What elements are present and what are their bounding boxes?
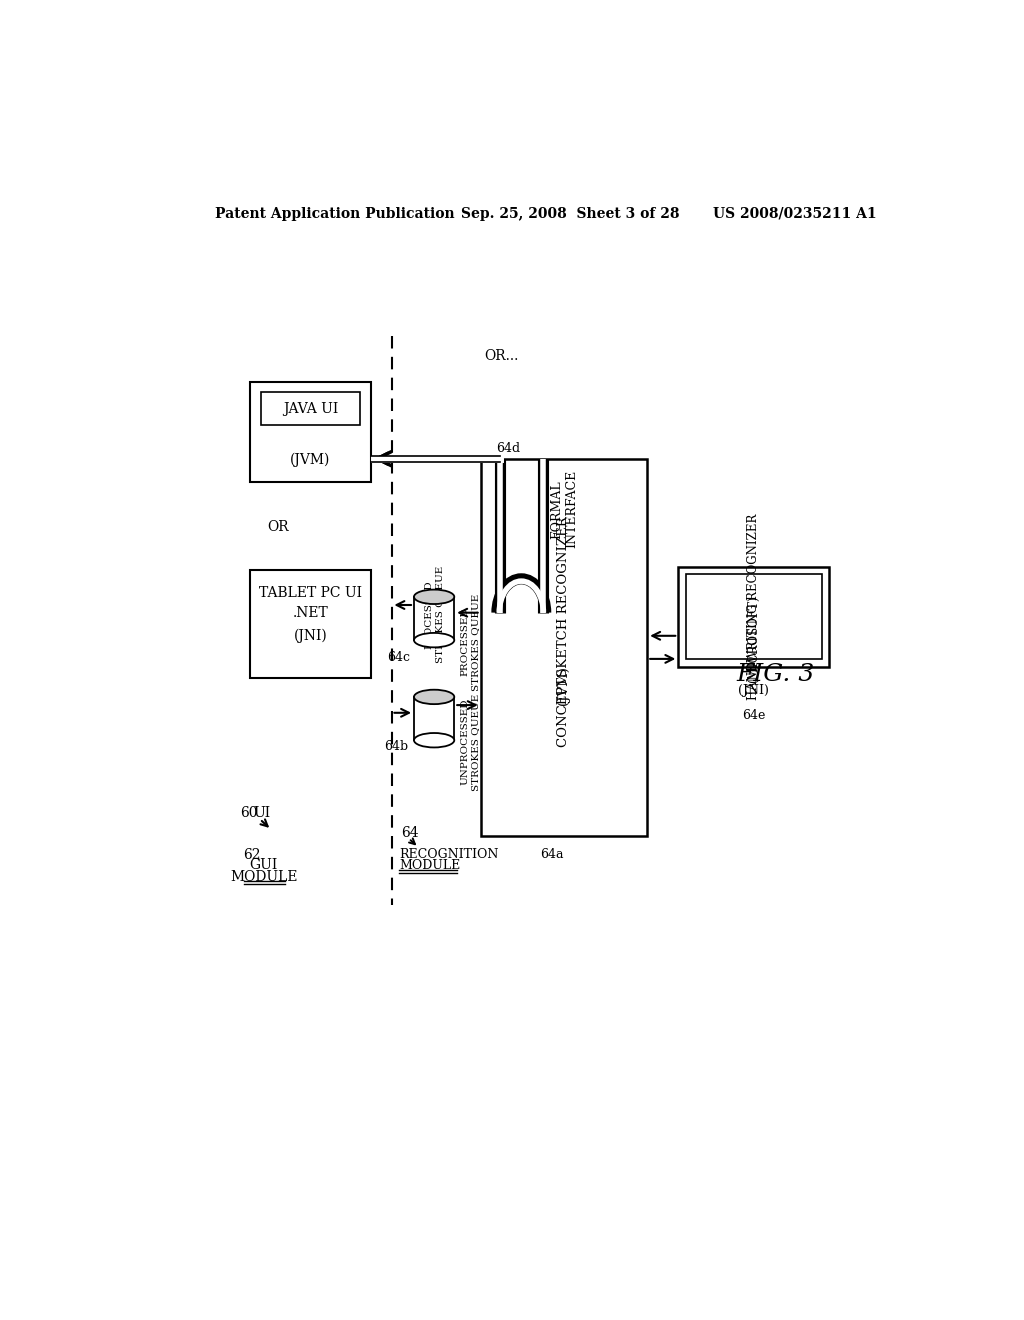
Text: GUI: GUI	[250, 858, 278, 871]
Bar	[686, 574, 821, 659]
Bar	[414, 697, 455, 741]
Bar	[480, 459, 647, 836]
Text: (JVM): (JVM)	[291, 453, 331, 467]
Text: PROCESSED
STROKES QUEUE: PROCESSED STROKES QUEUE	[424, 566, 443, 663]
Ellipse shape	[414, 632, 455, 647]
Text: 64b: 64b	[384, 739, 408, 752]
Ellipse shape	[414, 733, 455, 747]
Text: 64: 64	[401, 826, 419, 840]
Text: (JNI): (JNI)	[738, 684, 769, 697]
Text: TABLET PC UI: TABLET PC UI	[259, 586, 362, 601]
Text: Patent Application Publication: Patent Application Publication	[215, 207, 455, 220]
Text: 60: 60	[241, 807, 258, 820]
Text: 64d: 64d	[496, 442, 520, 455]
Text: .NET: .NET	[293, 606, 329, 619]
Text: OR...: OR...	[484, 350, 519, 363]
Bar	[678, 566, 829, 667]
Text: (MICROSOFT): (MICROSOFT)	[748, 595, 760, 684]
Text: OR: OR	[267, 520, 289, 535]
Bar	[251, 570, 371, 678]
Text: 64e: 64e	[742, 709, 766, 722]
Text: CONCEPTSKETCH RECOGNIZER: CONCEPTSKETCH RECOGNIZER	[557, 516, 570, 747]
Ellipse shape	[414, 689, 455, 704]
Text: FIG. 3: FIG. 3	[736, 663, 814, 686]
Text: 62: 62	[243, 847, 260, 862]
Text: MODULE: MODULE	[399, 859, 461, 873]
Text: RECOGNITION: RECOGNITION	[399, 847, 499, 861]
Text: JAVA UI: JAVA UI	[283, 401, 338, 416]
Bar	[251, 381, 371, 482]
Bar	[261, 392, 359, 425]
Text: UI: UI	[254, 807, 270, 820]
Text: (JNI): (JNI)	[294, 628, 328, 643]
Ellipse shape	[414, 590, 455, 605]
Text: 64a: 64a	[541, 847, 564, 861]
Text: US 2008/0235211 A1: US 2008/0235211 A1	[713, 207, 877, 220]
Text: HANDWRITING RECOGNIZER: HANDWRITING RECOGNIZER	[748, 513, 760, 701]
Text: 64c: 64c	[387, 651, 410, 664]
Text: UNPROCESSED
STROKES QUEUE: UNPROCESSED STROKES QUEUE	[461, 693, 480, 791]
Text: Sep. 25, 2008  Sheet 3 of 28: Sep. 25, 2008 Sheet 3 of 28	[461, 207, 680, 220]
Text: (JVM): (JVM)	[557, 667, 570, 705]
Text: MODULE: MODULE	[229, 870, 297, 884]
Text: FORMAL
INTERFACE: FORMAL INTERFACE	[550, 470, 579, 549]
Bar	[414, 597, 455, 640]
Text: PROCESSED
STROKES QUEUE: PROCESSED STROKES QUEUE	[461, 594, 480, 690]
